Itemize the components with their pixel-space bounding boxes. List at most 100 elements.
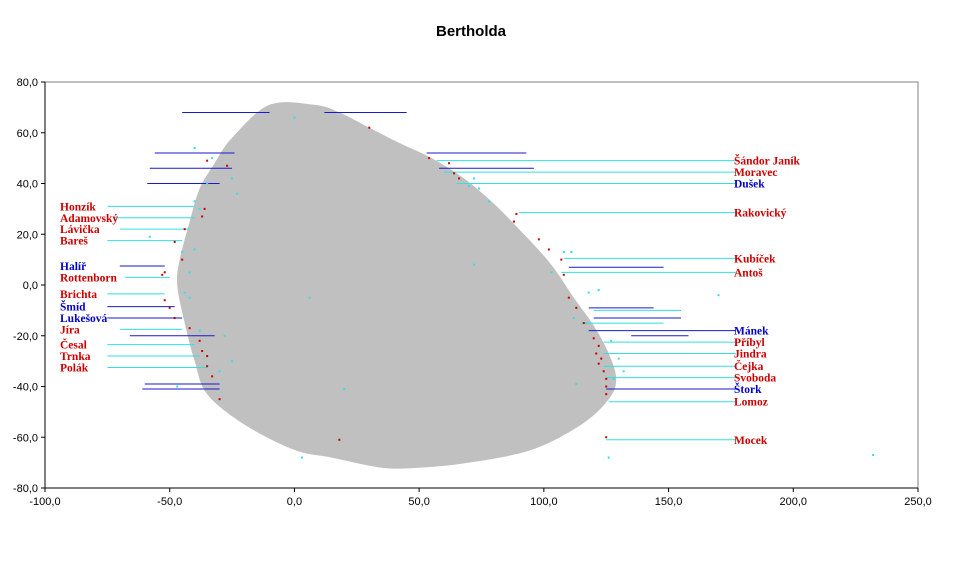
point-cyan-23 [468,185,471,188]
label-right-8: Jindra [734,349,767,361]
point-red-24 [512,220,515,223]
leader-lines-layer [107,111,736,441]
label-right-7: Příbyl [734,337,765,349]
label-left-4: Halíř [60,261,86,273]
label-left-2: Lávička [60,224,100,236]
point-red-2 [203,207,206,210]
x-tick-label-3: 50,0 [408,496,429,508]
x-tick-label-5: 150,0 [655,496,683,508]
point-cyan-26 [473,263,476,266]
point-cyan-36 [622,370,625,373]
x-tick-label-7: 250,0 [904,496,932,508]
y-tick-label-8: -80,0 [13,483,38,495]
point-red-15 [206,355,209,358]
point-red-21 [453,172,456,175]
label-left-11: Trnka [60,351,91,363]
point-red-29 [567,296,570,299]
point-red-18 [218,398,221,401]
y-tick-label-2: 40,0 [17,179,38,191]
point-cyan-41 [872,454,875,457]
label-right-13: Mocek [734,435,768,447]
point-cyan-3 [206,182,209,185]
point-cyan-37 [612,377,615,380]
y-tick-label-7: -60,0 [13,432,38,444]
label-right-2: Dušek [734,179,765,191]
label-left-8: Lukešová [60,313,108,325]
x-tick-label-0: -100,0 [29,496,60,508]
point-cyan-24 [473,177,476,180]
ticks-layer: -100,0 -50,0 0,0 50,0 100,0 150,0 200,0 250,0 80… [13,77,932,508]
point-cyan-15 [218,370,221,373]
point-red-16 [206,365,209,368]
point-red-36 [597,362,600,365]
point-cyan-40 [717,294,720,297]
point-red-41 [605,436,608,439]
label-left-3: Bareš [60,236,88,248]
label-left-7: Šmíd [60,300,86,314]
point-red-27 [560,258,563,261]
point-red-10 [168,306,171,309]
point-cyan-7 [148,235,151,238]
point-cyan-13 [198,329,201,332]
label-left-1: Adamovský [60,213,118,225]
point-red-23 [515,212,518,215]
point-cyan-22 [300,456,303,459]
point-red-39 [605,385,608,388]
point-cyan-10 [188,271,191,274]
label-right-11: Štork [734,382,762,396]
region-layer [176,102,617,469]
region-shape [176,102,617,469]
label-right-0: Šándor Janík [734,154,801,168]
label-left-12: Polák [60,362,89,374]
point-cyan-25 [487,200,490,203]
point-red-26 [547,248,550,251]
point-red-22 [458,177,461,180]
point-cyan-17 [176,385,179,388]
y-tick-label-1: 60,0 [17,128,38,140]
point-red-19 [428,157,431,160]
x-tick-label-1: -50,0 [157,496,182,508]
point-cyan-39 [607,456,610,459]
label-right-4: Kubíček [734,253,776,265]
point-cyan-28 [562,251,565,254]
point-red-35 [600,357,603,360]
label-left-6: Brichta [60,289,97,301]
point-red-14 [201,349,204,352]
point-cyan-16 [231,360,234,363]
point-cyan-33 [585,322,588,325]
point-red-33 [597,344,600,347]
point-red-43 [368,126,371,129]
point-cyan-20 [343,388,346,391]
point-cyan-19 [308,296,311,299]
point-red-6 [181,258,184,261]
label-right-12: Lomoz [734,397,768,409]
x-tick-label-4: 100,0 [530,496,558,508]
point-cyan-0 [193,146,196,149]
point-cyan-30 [587,291,590,294]
point-red-25 [537,238,540,241]
point-red-20 [448,162,451,165]
point-red-11 [173,316,176,319]
y-tick-label-3: 20,0 [17,229,38,241]
points-layer [148,116,875,459]
point-cyan-8 [193,248,196,251]
point-red-13 [198,339,201,342]
point-cyan-27 [550,271,553,274]
point-cyan-12 [188,296,191,299]
point-red-32 [592,337,595,340]
point-cyan-11 [183,291,186,294]
label-right-10: Svoboda [734,373,776,385]
label-left-5: Rottenborn [60,272,117,284]
point-cyan-18 [293,116,296,119]
point-cyan-29 [570,251,573,254]
label-right-1: Moravec [734,167,777,179]
point-cyan-6 [198,207,201,210]
label-left-0: Honzík [60,201,96,213]
y-tick-label-5: -20,0 [13,331,38,343]
point-red-28 [562,273,565,276]
point-cyan-35 [617,357,620,360]
point-cyan-31 [597,289,600,292]
point-cyan-14 [223,334,226,337]
